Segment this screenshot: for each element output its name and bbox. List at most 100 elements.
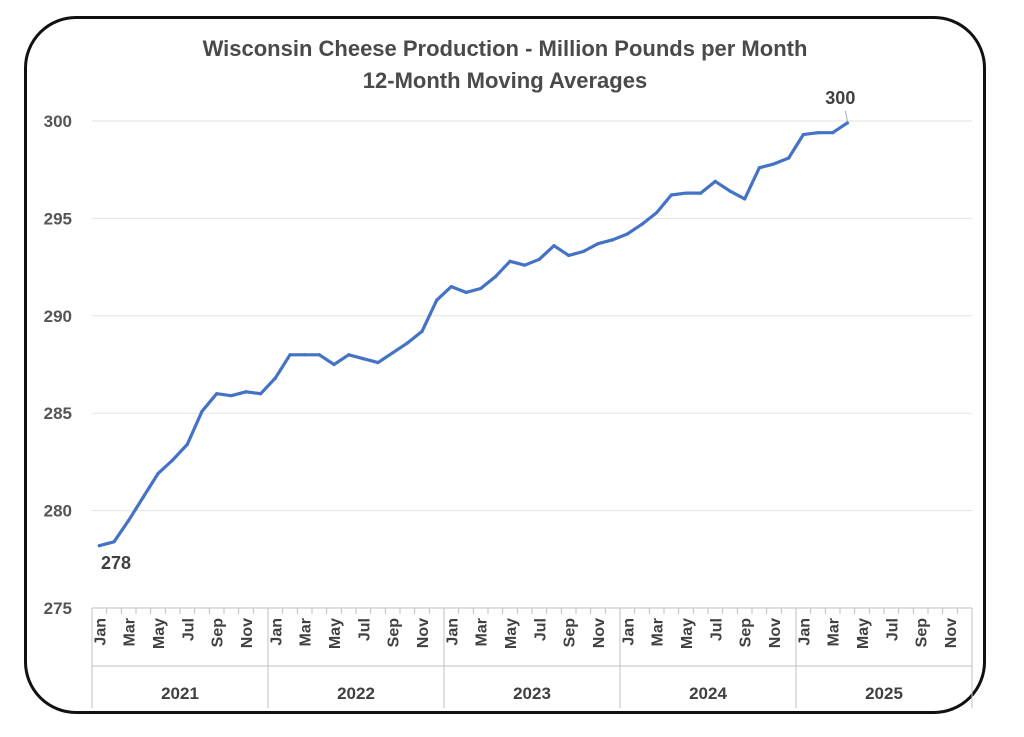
x-tick-label: Jul xyxy=(708,618,725,641)
y-tick-label: 275 xyxy=(44,599,72,618)
data-point xyxy=(273,376,277,380)
data-point xyxy=(361,357,365,361)
year-label: 2025 xyxy=(865,684,903,703)
data-point xyxy=(200,409,204,413)
x-tick-label: Jan xyxy=(620,618,637,646)
data-point xyxy=(640,222,644,226)
data-point xyxy=(127,518,131,522)
data-point xyxy=(391,351,395,355)
data-point xyxy=(523,263,527,267)
x-tick-label: Mar xyxy=(474,618,491,646)
data-point xyxy=(787,156,791,160)
data-point xyxy=(699,191,703,195)
x-tick-label: Nov xyxy=(415,618,432,648)
data-point xyxy=(259,392,263,396)
data-point xyxy=(156,471,160,476)
x-tick-label: Mar xyxy=(826,618,843,646)
x-tick-label: May xyxy=(151,618,168,649)
data-point xyxy=(537,257,541,261)
x-tick-label: Jan xyxy=(444,618,461,646)
data-point xyxy=(347,353,351,357)
y-tick-label: 285 xyxy=(44,404,72,423)
data-point xyxy=(420,329,424,333)
x-tick-label: Sep xyxy=(914,618,931,648)
x-tick-label: Jul xyxy=(180,618,197,641)
x-tick-label: Sep xyxy=(210,618,227,648)
data-point xyxy=(449,284,453,289)
chart-title: Wisconsin Cheese Production - Million Po… xyxy=(203,36,808,61)
data-point xyxy=(772,162,776,166)
data-point xyxy=(317,353,321,357)
data-point xyxy=(112,540,116,544)
data-point xyxy=(244,390,248,394)
data-point xyxy=(405,341,409,345)
data-point xyxy=(655,210,659,215)
data-point xyxy=(435,298,439,302)
data-point xyxy=(743,197,747,201)
y-tick-label: 295 xyxy=(44,209,72,228)
series-line xyxy=(97,121,849,548)
data-point xyxy=(171,458,175,462)
data-point xyxy=(669,193,673,197)
data-point xyxy=(185,442,189,446)
x-tick-label: Mar xyxy=(122,618,139,646)
x-tick-label: May xyxy=(327,618,344,649)
year-label: 2023 xyxy=(513,684,551,703)
x-tick-label: Jul xyxy=(884,618,901,641)
data-point xyxy=(141,495,145,499)
x-tick-label: May xyxy=(679,618,696,649)
data-point xyxy=(376,360,380,365)
data-point xyxy=(831,131,835,135)
data-point xyxy=(625,232,629,236)
x-tick-label: Jan xyxy=(796,618,813,646)
data-point xyxy=(801,133,805,137)
year-label: 2022 xyxy=(337,684,375,703)
data-label-leader xyxy=(844,110,848,122)
data-point xyxy=(508,259,512,263)
data-point xyxy=(479,286,483,291)
data-point xyxy=(332,362,336,367)
x-tick-label: May xyxy=(503,618,520,649)
data-point xyxy=(845,121,849,125)
data-point xyxy=(303,353,307,357)
data-point xyxy=(464,290,468,295)
y-tick-label: 290 xyxy=(44,307,72,326)
data-point xyxy=(229,394,233,398)
x-tick-label: Jul xyxy=(356,618,373,641)
x-tick-label: Sep xyxy=(562,618,579,648)
y-tick-label: 300 xyxy=(44,112,72,131)
data-point xyxy=(596,242,600,246)
x-tick-label: Nov xyxy=(767,618,784,648)
x-tick-label: May xyxy=(855,618,872,649)
x-tick-label: Mar xyxy=(298,618,315,646)
data-point xyxy=(713,179,717,183)
data-point xyxy=(611,238,615,242)
x-tick-label: Sep xyxy=(738,618,755,648)
data-point xyxy=(684,191,688,195)
data-label: 278 xyxy=(101,553,131,573)
data-point xyxy=(552,244,556,248)
data-point xyxy=(581,249,585,254)
x-tick-label: Mar xyxy=(650,618,667,646)
x-tick-label: Jul xyxy=(532,618,549,641)
data-point xyxy=(816,131,820,135)
data-point xyxy=(728,189,732,193)
data-point xyxy=(493,275,497,279)
x-tick-label: Jan xyxy=(268,618,285,646)
x-tick-label: Sep xyxy=(386,618,403,648)
data-point xyxy=(757,166,761,170)
x-tick-label: Nov xyxy=(239,618,256,648)
data-point xyxy=(215,392,219,396)
x-tick-label: Jan xyxy=(92,618,109,646)
data-point xyxy=(288,353,292,357)
chart-subtitle: 12-Month Moving Averages xyxy=(363,68,647,93)
data-point xyxy=(567,253,571,258)
x-tick-label: Nov xyxy=(591,618,608,648)
x-tick-label: Nov xyxy=(943,618,960,648)
data-point xyxy=(97,544,101,548)
year-label: 2024 xyxy=(689,684,727,703)
year-label: 2021 xyxy=(161,684,199,703)
data-label: 300 xyxy=(825,88,855,108)
y-tick-label: 280 xyxy=(44,502,72,521)
